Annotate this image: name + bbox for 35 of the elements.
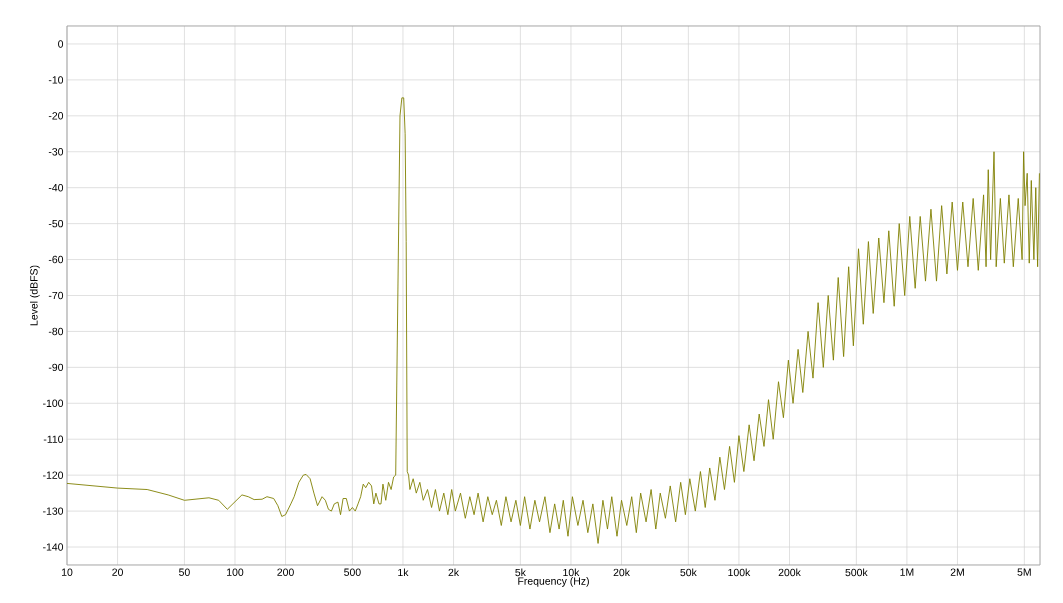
y-tick-label: -130 (43, 507, 64, 515)
y-tick-label: -10 (48, 76, 64, 84)
y-axis-title: Level (dBFS) (29, 265, 40, 326)
x-tick-label: 200k (778, 568, 801, 577)
x-tick-label: 20 (112, 568, 123, 576)
x-tick-label: 5k (515, 568, 526, 577)
x-tick-label: 20k (613, 568, 630, 577)
x-tick-label: 100k (728, 568, 751, 577)
y-tick-label: -120 (43, 471, 64, 479)
x-tick-label: 100 (227, 568, 244, 576)
y-tick-label: -140 (43, 543, 64, 551)
y-tick-label: -80 (48, 327, 64, 336)
x-tick-label: 500k (845, 568, 868, 577)
y-tick-label: -100 (43, 399, 64, 407)
y-tick-label: -20 (48, 112, 64, 120)
x-tick-label: 1M (900, 568, 914, 576)
y-tick-label: -40 (48, 183, 64, 192)
x-tick-label: 2k (448, 568, 460, 577)
x-tick-label: 50k (680, 568, 697, 577)
x-tick-label: 5M (1017, 568, 1031, 576)
x-tick-label: 1k (398, 568, 409, 577)
x-tick-label: 10k (563, 568, 580, 577)
y-tick-label: -90 (48, 363, 64, 372)
x-tick-label: 50 (179, 568, 190, 576)
y-tick-label: -30 (48, 148, 64, 156)
y-tick-label: -70 (48, 291, 64, 300)
x-tick-label: 10 (61, 568, 73, 576)
x-tick-label: 500 (344, 568, 361, 576)
y-tick-label: -110 (43, 435, 64, 443)
y-tick-label: -50 (48, 219, 64, 228)
x-tick-label: 2M (950, 568, 964, 576)
y-tick-label: -60 (48, 255, 64, 264)
x-tick-label: 200 (277, 568, 294, 576)
y-tick-label: 0 (58, 40, 64, 48)
x-axis-title: Frequency (Hz) (518, 577, 589, 587)
